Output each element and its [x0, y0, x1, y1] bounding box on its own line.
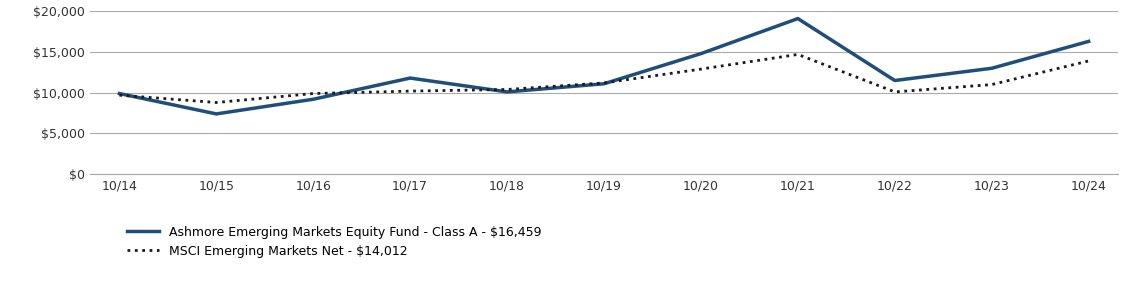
Ashmore Emerging Markets Equity Fund - Class A - $16,459	[984, 67, 998, 70]
MSCI Emerging Markets Net - $14,012	[984, 83, 998, 86]
MSCI Emerging Markets Net - $14,012	[500, 88, 514, 91]
Ashmore Emerging Markets Equity Fund - Class A - $16,459	[694, 52, 708, 55]
MSCI Emerging Markets Net - $14,012	[791, 53, 805, 56]
MSCI Emerging Markets Net - $14,012	[1082, 59, 1095, 63]
Ashmore Emerging Markets Equity Fund - Class A - $16,459	[210, 112, 224, 115]
MSCI Emerging Markets Net - $14,012	[113, 94, 126, 97]
MSCI Emerging Markets Net - $14,012	[403, 89, 417, 93]
Ashmore Emerging Markets Equity Fund - Class A - $16,459	[306, 98, 320, 101]
MSCI Emerging Markets Net - $14,012	[306, 92, 320, 95]
MSCI Emerging Markets Net - $14,012	[210, 101, 224, 104]
Ashmore Emerging Markets Equity Fund - Class A - $16,459	[597, 82, 611, 85]
Ashmore Emerging Markets Equity Fund - Class A - $16,459	[500, 90, 514, 94]
Ashmore Emerging Markets Equity Fund - Class A - $16,459	[791, 17, 805, 20]
Line: Ashmore Emerging Markets Equity Fund - Class A - $16,459: Ashmore Emerging Markets Equity Fund - C…	[120, 19, 1088, 114]
Legend: Ashmore Emerging Markets Equity Fund - Class A - $16,459, MSCI Emerging Markets : Ashmore Emerging Markets Equity Fund - C…	[128, 226, 541, 258]
MSCI Emerging Markets Net - $14,012	[889, 90, 902, 94]
Ashmore Emerging Markets Equity Fund - Class A - $16,459	[1082, 40, 1095, 43]
MSCI Emerging Markets Net - $14,012	[597, 81, 611, 85]
Line: MSCI Emerging Markets Net - $14,012: MSCI Emerging Markets Net - $14,012	[120, 55, 1088, 103]
Ashmore Emerging Markets Equity Fund - Class A - $16,459	[113, 92, 126, 95]
Ashmore Emerging Markets Equity Fund - Class A - $16,459	[403, 76, 417, 80]
MSCI Emerging Markets Net - $14,012	[694, 67, 708, 71]
Ashmore Emerging Markets Equity Fund - Class A - $16,459	[889, 79, 902, 82]
